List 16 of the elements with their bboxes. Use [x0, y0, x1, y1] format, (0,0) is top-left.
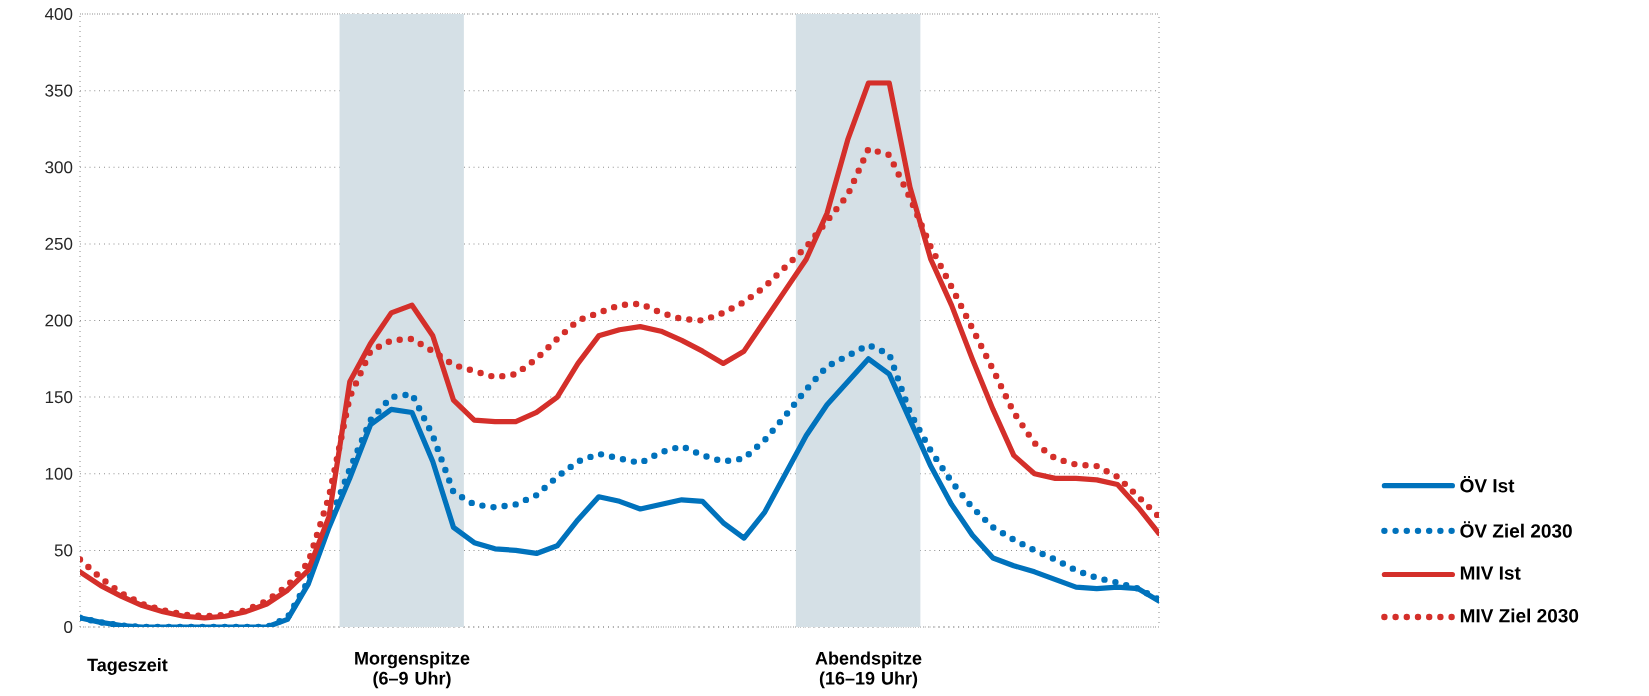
y-tick-label: 50: [54, 544, 73, 557]
y-tick-label: 350: [45, 84, 73, 97]
legend-label: MIV Ziel 2030: [1460, 608, 1579, 623]
y-tick-label: 300: [45, 161, 73, 174]
y-tick-label: 200: [45, 314, 73, 327]
legend-label: ÖV Ziel 2030: [1460, 521, 1572, 538]
legend-label: ÖV Ist: [1460, 476, 1515, 493]
y-tick-label: 400: [44, 8, 73, 21]
y-tick-label: 100: [45, 467, 73, 480]
y-tick-label: 250: [45, 237, 73, 250]
y-tick-label: 150: [45, 391, 73, 404]
x-axis-title: Tageszeit: [87, 658, 168, 675]
x-tick-label: Abendspitze (16–19 Uhr): [815, 651, 922, 689]
legend-label: MIV Ist: [1460, 566, 1521, 580]
x-tick-label: Morgenspitze (6–9 Uhr): [355, 651, 470, 689]
y-tick-label: 0: [64, 621, 73, 634]
